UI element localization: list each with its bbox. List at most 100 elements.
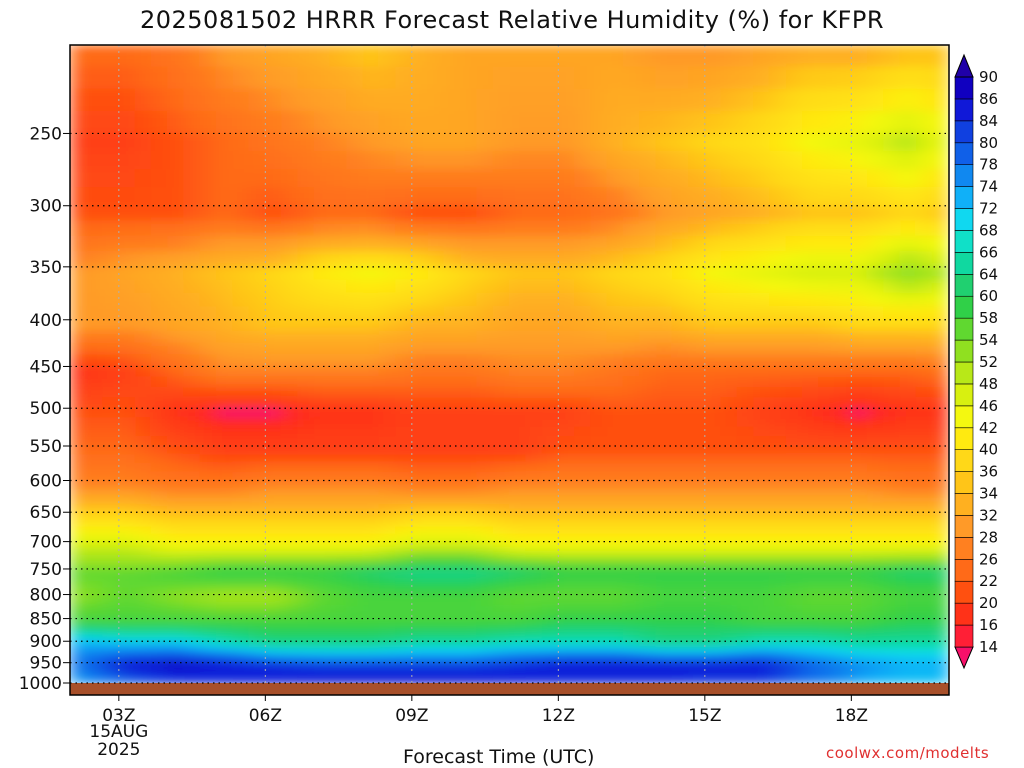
heatmap-cell xyxy=(883,445,901,456)
heatmap-cell xyxy=(753,511,771,521)
heatmap-cell xyxy=(281,306,299,321)
heatmap-cell xyxy=(899,354,917,367)
heatmap-cell xyxy=(297,606,315,614)
heatmap-cell xyxy=(248,480,266,489)
heatmap-cell xyxy=(313,266,331,281)
heatmap-cell xyxy=(476,417,494,428)
heatmap-cell xyxy=(362,574,380,583)
heatmap-cell xyxy=(476,656,494,664)
heatmap-cell xyxy=(606,623,624,631)
heatmap-cell xyxy=(850,503,869,513)
heatmap-cell xyxy=(492,519,510,528)
heatmap-cell xyxy=(134,454,152,464)
heatmap-cell xyxy=(427,354,445,367)
heatmap-cell xyxy=(802,251,820,268)
heatmap-cell xyxy=(606,667,624,674)
heatmap-cell xyxy=(688,306,706,321)
heatmap-cell xyxy=(313,205,331,222)
heatmap-cell xyxy=(574,646,592,653)
heatmap-cell xyxy=(736,618,755,625)
heatmap-cell xyxy=(720,292,738,308)
heatmap-cell xyxy=(818,66,836,90)
heatmap-cell xyxy=(118,568,136,576)
heatmap-cell xyxy=(199,151,217,171)
heatmap-cell xyxy=(216,606,234,614)
heatmap-cell xyxy=(395,266,413,281)
heatmap-cell xyxy=(688,651,706,658)
heatmap-cell xyxy=(541,547,559,556)
heatmap-cell xyxy=(899,511,917,521)
heatmap-cell xyxy=(639,672,657,679)
heatmap-cell xyxy=(736,646,755,653)
heatmap-cell xyxy=(102,471,120,482)
heatmap-cell xyxy=(590,436,608,447)
colorbar-swatch xyxy=(954,339,974,363)
heatmap-cell xyxy=(167,503,185,513)
heatmap-cell xyxy=(167,397,185,409)
heatmap-cell xyxy=(329,354,348,367)
heatmap-cell xyxy=(574,635,592,642)
heatmap-cell xyxy=(167,292,185,308)
heatmap-cell xyxy=(769,169,787,189)
heatmap-cell xyxy=(329,342,348,356)
heatmap-cell xyxy=(118,606,136,614)
heatmap-cell xyxy=(688,279,706,294)
heatmap-cell xyxy=(850,471,869,482)
heatmap-cell xyxy=(622,354,641,367)
heatmap-cell xyxy=(264,426,283,438)
heatmap-cell xyxy=(655,561,673,570)
heatmap-cell xyxy=(297,292,315,308)
heatmap-cell xyxy=(590,426,608,438)
heatmap-cell xyxy=(297,662,315,669)
heatmap-cell xyxy=(590,417,608,428)
heatmap-cell xyxy=(281,581,299,589)
heatmap-cell xyxy=(85,606,104,614)
heatmap-cell xyxy=(427,235,445,253)
heatmap-cell xyxy=(411,667,429,674)
heatmap-cell xyxy=(655,88,673,112)
heatmap-cell xyxy=(134,306,152,321)
heatmap-cell xyxy=(134,386,152,399)
heatmap-cell xyxy=(183,547,201,556)
heatmap-cell xyxy=(688,110,706,134)
heatmap-cell xyxy=(932,376,949,388)
heatmap-cell xyxy=(395,533,413,543)
colorbar-label: 64 xyxy=(979,265,998,283)
heatmap-cell xyxy=(102,612,120,620)
heatmap-cell xyxy=(688,386,706,399)
heatmap-cell xyxy=(264,646,283,653)
heatmap-cell xyxy=(915,397,934,409)
heatmap-cell xyxy=(346,495,364,505)
heatmap-cell xyxy=(574,640,592,648)
heatmap-cell xyxy=(818,629,836,637)
heatmap-cell xyxy=(281,623,299,631)
heatmap-cell xyxy=(183,279,201,294)
heatmap-cell xyxy=(557,526,576,535)
heatmap-cell xyxy=(525,110,543,134)
heatmap-cell xyxy=(785,342,803,356)
heatmap-cell xyxy=(802,495,820,505)
heatmap-cell xyxy=(622,526,641,535)
heatmap-cell xyxy=(802,88,820,112)
heatmap-cell xyxy=(736,581,755,589)
heatmap-cell xyxy=(329,480,348,489)
heatmap-cell xyxy=(232,640,250,648)
heatmap-cell xyxy=(346,519,364,528)
heatmap-cell xyxy=(427,376,445,388)
heatmap-cell xyxy=(867,205,885,222)
heatmap-cell xyxy=(541,581,559,589)
heatmap-cell xyxy=(232,436,250,447)
heatmap-cell xyxy=(362,151,380,171)
heatmap-cell xyxy=(655,266,673,281)
heatmap-cell xyxy=(492,266,510,281)
heatmap-cell xyxy=(118,612,136,620)
heatmap-cell xyxy=(622,279,641,294)
heatmap-cell xyxy=(395,495,413,505)
heatmap-cell xyxy=(867,640,885,648)
heatmap-cell xyxy=(395,554,413,563)
heatmap-cell xyxy=(297,220,315,237)
heatmap-cell xyxy=(329,646,348,653)
heatmap-cell xyxy=(395,511,413,521)
heatmap-cell xyxy=(70,554,87,563)
heatmap-cell xyxy=(460,205,478,222)
